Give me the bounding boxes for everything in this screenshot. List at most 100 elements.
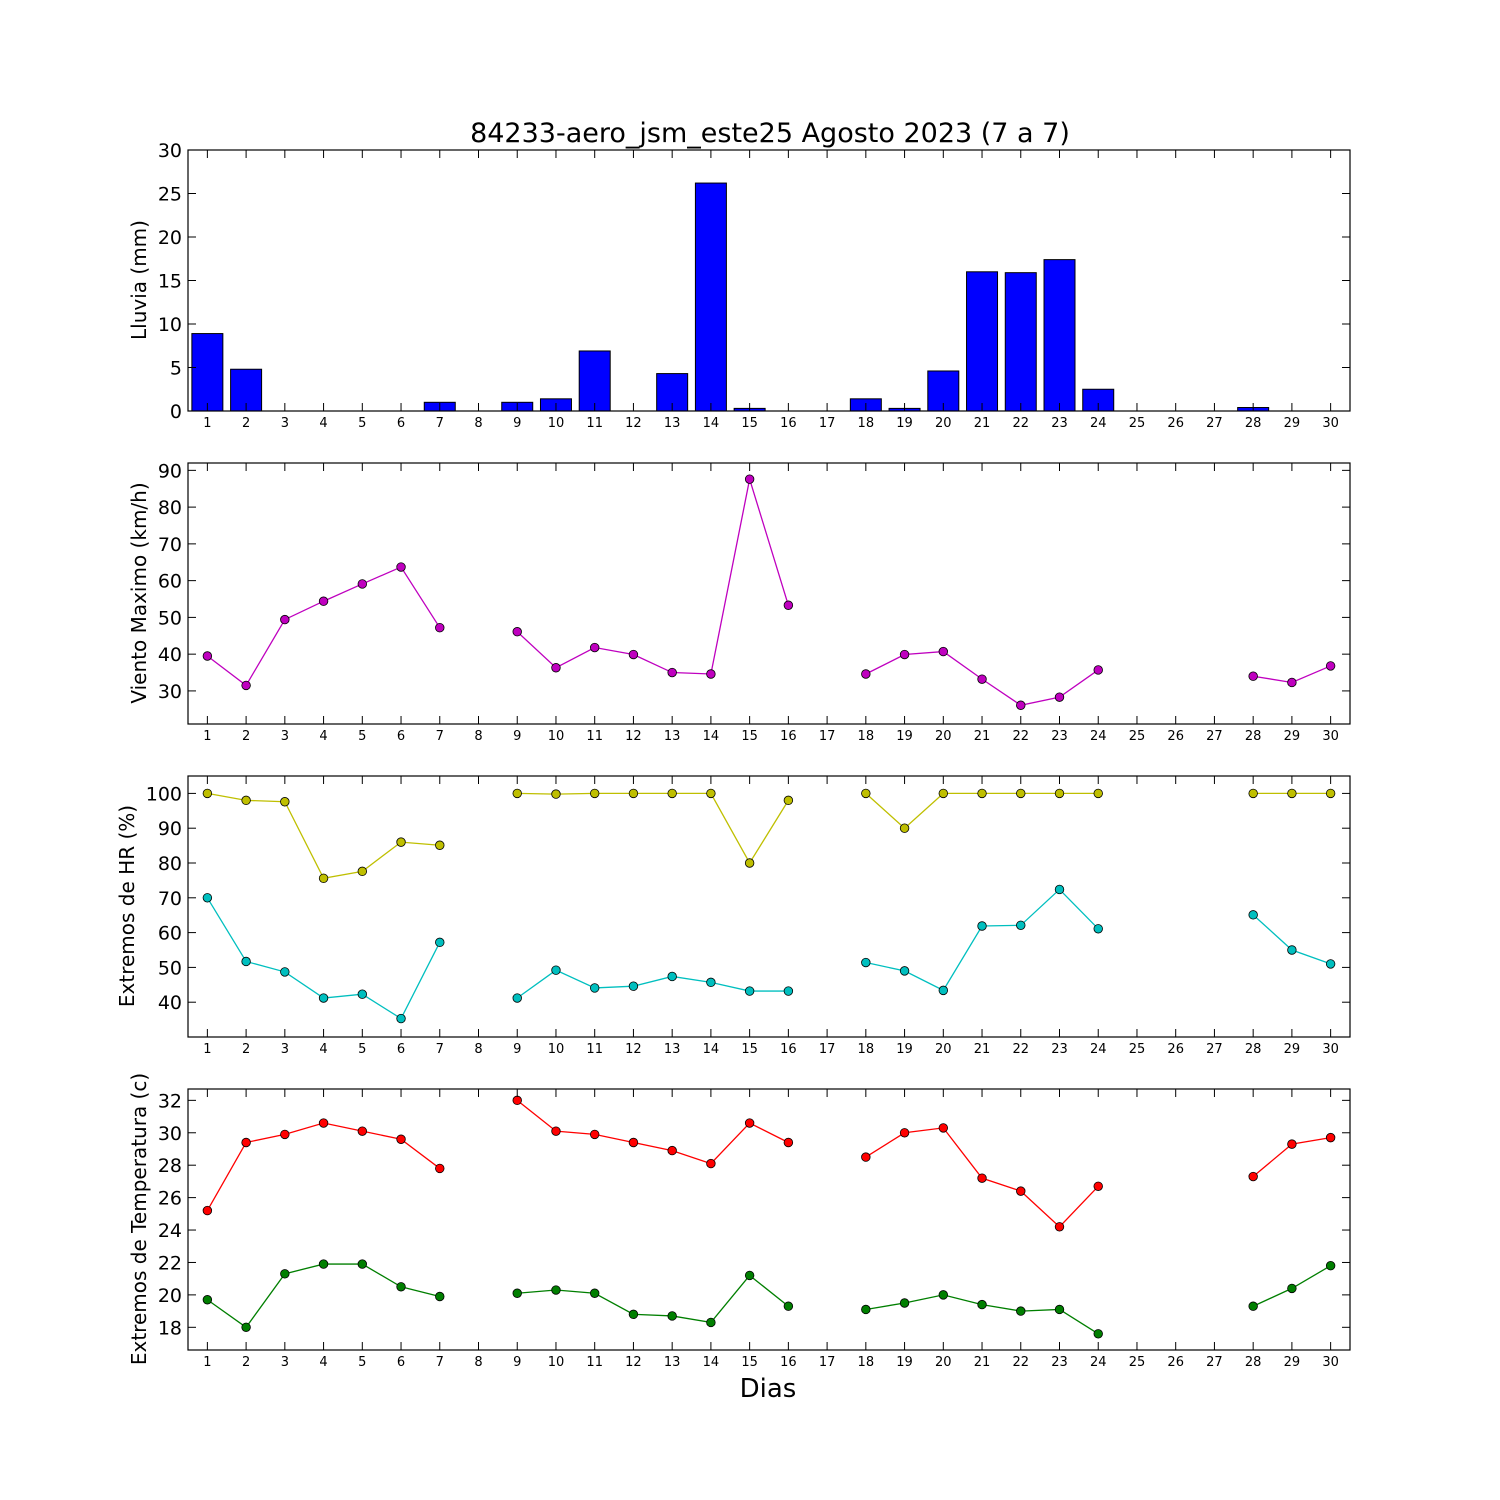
rain-bar-day-23: [1043, 259, 1076, 412]
humidity-series-0-point-day-14: [706, 788, 716, 799]
rain-xtick-label-26: 26: [1167, 416, 1184, 431]
wind-series-0-point-day-21: [977, 674, 987, 684]
wind-series-0-point-day-7: [435, 622, 445, 633]
temperature-xtick-label-27: 27: [1206, 1355, 1223, 1370]
humidity-xtick-label-29: 29: [1284, 1042, 1301, 1057]
wind-ytick-label-70: 70: [158, 534, 182, 556]
wind-series-0-point-day-28: [1248, 671, 1258, 681]
temperature-series-0-point-day-28: [1248, 1171, 1258, 1182]
rain-ytick-label-0: 0: [170, 401, 182, 423]
humidity-xtick-label-25: 25: [1129, 1042, 1146, 1057]
rain-ytick-label-30: 30: [158, 140, 182, 162]
rain-xtick-label-16: 16: [780, 416, 797, 431]
humidity-xtick-label-30: 30: [1322, 1042, 1339, 1057]
temperature-series-0-point-day-14: [706, 1158, 716, 1169]
temperature-series-0-point-day-11: [590, 1129, 600, 1140]
temperature-series-1-line-1: [517, 1274, 789, 1324]
wind-series-0-point-day-22: [1016, 700, 1026, 710]
temperature-ytick-label-20: 20: [158, 1285, 182, 1307]
wind-series-0-point-day-1: [202, 651, 213, 661]
temperature-series-0-point-day-18: [861, 1152, 871, 1162]
humidity-series-0-point-day-1: [202, 788, 213, 799]
temperature-ytick-label-24: 24: [158, 1220, 182, 1242]
temperature-xtick-label-11: 11: [586, 1355, 603, 1370]
temperature-series-1-point-day-6: [396, 1282, 406, 1292]
temperature-xtick-label-23: 23: [1051, 1355, 1068, 1370]
temperature-series-1-point-day-11: [590, 1288, 600, 1298]
temperature-series-1-point-day-2: [241, 1322, 251, 1333]
humidity-series-1-point-day-2: [241, 956, 251, 967]
temperature-xtick-label-15: 15: [741, 1355, 758, 1370]
humidity-series-0-point-day-4: [318, 873, 329, 884]
humidity-xtick-label-2: 2: [242, 1042, 250, 1057]
wind-xtick-label-29: 29: [1284, 729, 1301, 744]
temperature-series-0-point-day-2: [241, 1137, 251, 1148]
wind-xtick-label-19: 19: [896, 729, 913, 744]
humidity-xtick-label-14: 14: [703, 1042, 720, 1057]
wind-xtick-label-12: 12: [625, 729, 642, 744]
temperature-series-1-point-day-12: [628, 1309, 639, 1320]
temperature-series-0-point-day-13: [667, 1145, 677, 1156]
rain-xtick-label-7: 7: [436, 416, 444, 431]
temperature-ytick-label-18: 18: [158, 1317, 182, 1339]
temperature-xtick-label-3: 3: [281, 1355, 289, 1370]
humidity-xtick-label-20: 20: [935, 1042, 952, 1057]
rain-xtick-label-4: 4: [319, 416, 327, 431]
temperature-xtick-label-1: 1: [203, 1355, 211, 1370]
temperature-xtick-label-28: 28: [1245, 1355, 1262, 1370]
wind-xtick-label-5: 5: [358, 729, 366, 744]
humidity-series-1-point-day-16: [783, 986, 794, 996]
humidity-ytick-label-60: 60: [158, 923, 182, 945]
wind-series-0-point-day-19: [899, 649, 910, 660]
wind-xtick-label-23: 23: [1051, 729, 1068, 744]
humidity-series-0-point-day-28: [1248, 788, 1258, 799]
temperature-series-0-point-day-1: [202, 1205, 213, 1216]
humidity-series-1-point-day-14: [706, 977, 716, 988]
temperature-xtick-label-2: 2: [242, 1355, 250, 1370]
wind-series-0-point-day-12: [628, 649, 639, 660]
humidity-xtick-label-18: 18: [858, 1042, 875, 1057]
humidity-series-1-point-day-1: [202, 893, 213, 903]
wind-xtick-label-20: 20: [935, 729, 952, 744]
temperature-series-0-point-day-4: [318, 1118, 329, 1128]
rain-xtick-label-1: 1: [203, 416, 211, 431]
rain-bar-day-11: [578, 350, 611, 412]
temperature-series-0-point-day-30: [1325, 1132, 1336, 1143]
humidity-series-1-point-day-12: [628, 981, 639, 991]
temperature-xtick-label-24: 24: [1090, 1355, 1107, 1370]
humidity-xtick-label-23: 23: [1051, 1042, 1068, 1057]
temperature-series-1-point-day-10: [551, 1285, 561, 1295]
humidity-ytick-label-50: 50: [158, 957, 182, 979]
wind-y-axis-label: Viento Maximo (km/h): [127, 482, 151, 703]
temperature-series-1-point-day-13: [667, 1311, 677, 1321]
wind-series-0-point-day-23: [1054, 692, 1065, 702]
humidity-series-1-point-day-23: [1054, 884, 1065, 895]
humidity-series-1-point-day-6: [396, 1013, 406, 1024]
wind-series-0-point-day-15: [744, 474, 755, 484]
temperature-series-1-point-day-1: [202, 1295, 213, 1305]
rain-xtick-label-22: 22: [1012, 416, 1029, 431]
rain-bar-day-14: [694, 182, 727, 412]
humidity-series-0-point-day-2: [241, 795, 251, 806]
rain-xtick-label-28: 28: [1245, 416, 1262, 431]
humidity-series-1-line-1: [516, 969, 789, 999]
wind-series-0-point-day-20: [938, 646, 949, 657]
rain-xtick-label-18: 18: [858, 416, 875, 431]
humidity-series-1-point-day-4: [318, 993, 329, 1003]
temperature-series-0-line-1: [516, 1099, 789, 1165]
humidity-series-1-point-day-21: [977, 921, 987, 931]
humidity-xtick-label-6: 6: [397, 1042, 405, 1057]
rain-xtick-label-9: 9: [513, 416, 521, 431]
temperature-xtick-label-21: 21: [974, 1355, 991, 1370]
wind-ytick-label-60: 60: [158, 571, 182, 593]
humidity-series-0-point-day-9: [512, 788, 522, 799]
wind-xtick-label-16: 16: [780, 729, 797, 744]
temperature-y-axis-label: Extremos de Temperatura (c): [127, 1073, 151, 1365]
temperature-series-0-point-day-21: [977, 1173, 987, 1183]
humidity-series-1-point-day-20: [938, 985, 949, 996]
humidity-series-1-point-day-30: [1325, 959, 1336, 969]
temperature-xtick-label-20: 20: [935, 1355, 952, 1370]
rain-xtick-label-21: 21: [974, 416, 991, 431]
humidity-series-1-point-day-5: [357, 989, 368, 999]
wind-ytick-label-90: 90: [158, 460, 182, 482]
